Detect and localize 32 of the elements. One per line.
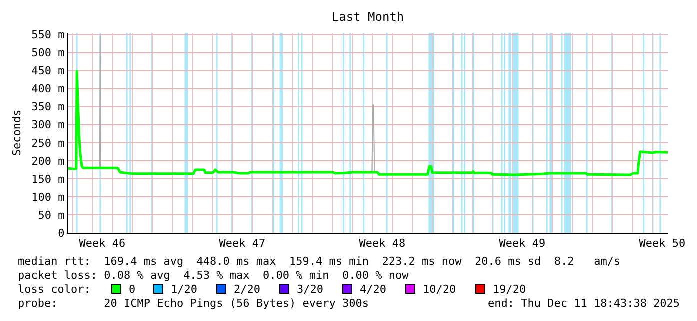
text: loss color: bbox=[18, 283, 91, 296]
legend-label: 4/20 bbox=[360, 283, 386, 296]
text: packet loss: 0.08 % avg 4.53 % max 0.00 % min 0.00 % now bbox=[18, 269, 410, 282]
legend-label: 3/20 bbox=[297, 283, 324, 296]
y-tick-label: 150 m bbox=[32, 172, 66, 186]
text: probe: 20 ICMP Echo Pings (56 Bytes) every 300s bbox=[18, 297, 369, 310]
legend-label: 19/20 bbox=[493, 283, 526, 296]
legend-label: 10/20 bbox=[423, 283, 456, 296]
y-axis-title: Seconds bbox=[10, 110, 24, 156]
text: end: Thu Dec 11 18:43:38 2025 bbox=[488, 297, 680, 310]
x-tick-label: Week 50 bbox=[639, 237, 686, 250]
y-tick-label: 200 m bbox=[32, 154, 66, 168]
y-tick-label: 500 m bbox=[32, 46, 66, 60]
line-series bbox=[68, 70, 668, 176]
y-tick-label: 0 bbox=[58, 226, 65, 240]
y-tick-label: 100 m bbox=[32, 190, 66, 204]
legend-label: 1/20 bbox=[171, 283, 198, 296]
y-tick-label: 300 m bbox=[32, 118, 66, 132]
legend-label: 2/20 bbox=[234, 283, 260, 296]
x-tick-label: Week 47 bbox=[219, 237, 266, 250]
chart-title: Last Month bbox=[332, 10, 404, 24]
x-tick-label: Week 49 bbox=[499, 237, 546, 250]
y-tick-label: 550 m bbox=[32, 28, 66, 42]
y-tick-label: 450 m bbox=[32, 64, 66, 78]
y-tick-label: 350 m bbox=[32, 100, 66, 114]
y-tick-label: 400 m bbox=[32, 82, 66, 96]
x-tick-label: Week 48 bbox=[359, 237, 406, 250]
text: median rtt: 169.4 ms avg 448.0 ms max 159.4 ms min 223.2 ms now 20.6 ms sd 8.2 am/s bbox=[18, 255, 621, 268]
legend-label: 0 bbox=[129, 283, 136, 296]
y-tick-label: 50 m bbox=[38, 208, 66, 222]
x-tick-label: Week 46 bbox=[79, 237, 126, 250]
y-tick-label: 250 m bbox=[32, 136, 66, 150]
